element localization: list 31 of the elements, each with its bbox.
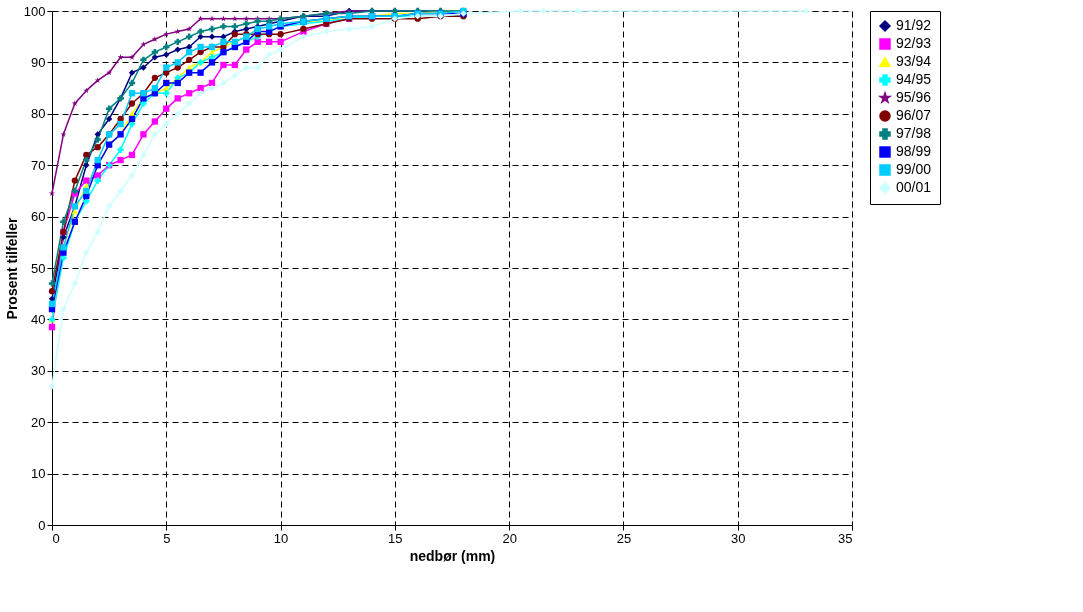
- y-tick-label: 20: [31, 414, 46, 430]
- legend-label: 97/98: [896, 125, 932, 141]
- legend-label: 91/92: [896, 17, 932, 33]
- legend-label: 92/93: [896, 35, 932, 51]
- y-tick-label: 30: [31, 363, 46, 379]
- legend-label: 99/00: [896, 161, 932, 177]
- x-tick-label: 25: [616, 530, 632, 546]
- y-tick-label: 40: [31, 311, 46, 327]
- x-tick-label: 30: [730, 530, 746, 546]
- y-tick-label: 70: [31, 157, 46, 173]
- y-axis-title: Prosent tilfeller: [3, 216, 20, 320]
- x-tick-label: 35: [838, 530, 853, 546]
- x-axis-title: nedbør (mm): [409, 547, 496, 564]
- legend-label: 00/01: [896, 179, 932, 195]
- legend-label: 98/99: [896, 143, 932, 159]
- legend-label: 94/95: [896, 71, 932, 87]
- y-tick-label: 10: [31, 466, 46, 482]
- y-tick-label: 0: [38, 517, 46, 533]
- x-tick-label: 10: [273, 530, 289, 546]
- y-tick-label: 100: [23, 3, 46, 19]
- legend-label: 93/94: [896, 53, 932, 69]
- x-tick-label: 0: [52, 530, 60, 546]
- y-tick-label: 50: [31, 260, 46, 276]
- y-tick-label: 90: [31, 54, 46, 70]
- x-tick-label: 5: [163, 530, 171, 546]
- legend-label: 96/07: [896, 107, 932, 123]
- x-tick-label: 20: [502, 530, 517, 546]
- y-tick-label: 60: [31, 209, 46, 225]
- y-tick-label: 80: [31, 106, 46, 122]
- x-tick-label: 15: [388, 530, 403, 546]
- legend-label: 95/96: [896, 89, 932, 105]
